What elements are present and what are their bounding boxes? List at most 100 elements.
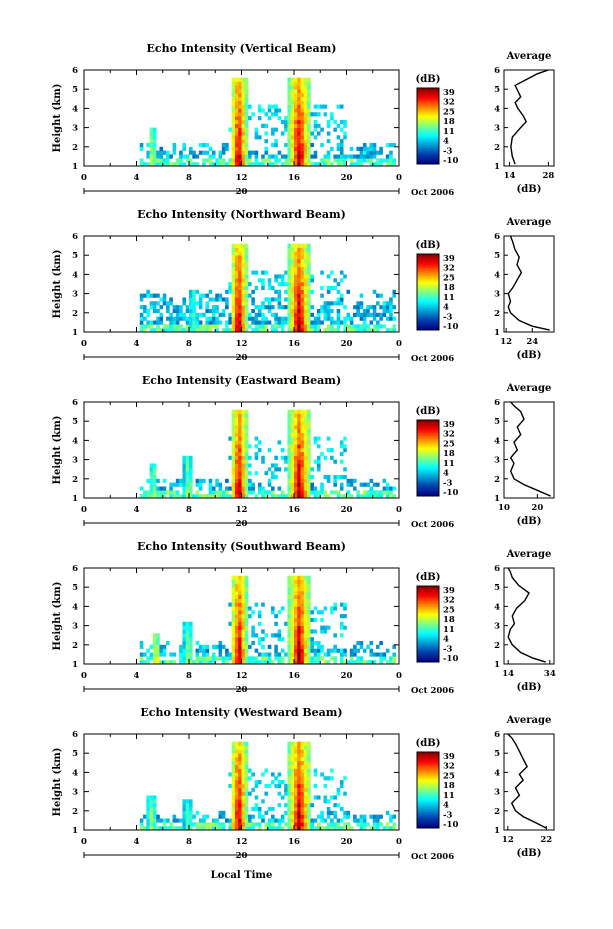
heatmap-cell <box>303 116 308 121</box>
heatmap-cell <box>330 301 334 306</box>
colorbar-tick-label: 32 <box>443 264 455 274</box>
heatmap-cell <box>234 617 239 623</box>
heatmap-cell <box>195 301 200 306</box>
heatmap-cell <box>215 162 219 167</box>
colorbar-step <box>417 814 439 817</box>
heatmap-cell <box>290 614 295 619</box>
heatmap-cell <box>234 652 239 657</box>
heatmap-cell <box>300 826 305 831</box>
colorbar-step <box>417 776 439 779</box>
heatmap-cell <box>372 494 377 499</box>
heatmap-cell <box>267 806 272 812</box>
x-axis-label: Local Time <box>211 870 273 881</box>
heatmap-cell <box>248 606 252 611</box>
heatmap-cell <box>244 274 249 279</box>
heatmap-cell <box>267 158 272 163</box>
heatmap-cell <box>231 594 236 600</box>
heatmap-cell <box>303 448 308 453</box>
heatmap-cell <box>149 146 154 151</box>
x-tick-label: 0 <box>396 339 402 349</box>
heatmap-cell <box>238 768 242 773</box>
colorbar-step <box>417 478 439 482</box>
heatmap-cell <box>382 301 387 306</box>
heatmap-cell <box>238 783 242 789</box>
heatmap-cell <box>267 490 272 495</box>
heatmap-cell <box>310 818 314 823</box>
heatmap-cell <box>241 625 246 630</box>
heatmap-cell <box>238 591 242 596</box>
heatmap-cell <box>231 293 236 298</box>
average-frame <box>503 69 555 167</box>
heatmap-cell <box>346 482 351 487</box>
heatmap-cell <box>300 617 305 623</box>
colorbar-step <box>417 629 439 632</box>
heatmap-cell <box>185 320 190 325</box>
heatmap-cell <box>139 142 144 148</box>
heatmap-cell <box>362 324 367 329</box>
heatmap-cell <box>339 474 344 480</box>
average-y-tick-label: 3 <box>494 124 500 134</box>
heatmap-cell <box>287 135 292 140</box>
heatmap-cell <box>225 656 229 661</box>
heatmap-cell <box>234 455 239 460</box>
heatmap-cell <box>290 764 295 769</box>
heatmap-cell <box>297 432 301 437</box>
heatmap-cell <box>244 783 249 789</box>
heatmap-cell <box>290 285 295 291</box>
heatmap-cell <box>287 757 292 762</box>
heatmap-cell <box>369 652 374 657</box>
heatmap-cell <box>382 308 387 314</box>
heatmap-cell <box>254 436 259 441</box>
heatmap-cell <box>225 648 229 653</box>
heatmap-cell <box>294 104 298 109</box>
heatmap-cell <box>369 648 374 653</box>
heatmap-cell <box>241 760 246 766</box>
heatmap-cell <box>234 425 239 430</box>
heatmap-cell <box>244 818 249 823</box>
colorbar <box>417 586 439 663</box>
heatmap-cell <box>290 308 295 314</box>
heatmap-cell <box>290 417 295 422</box>
heatmap-cell <box>287 320 292 325</box>
heatmap-cell <box>166 328 170 333</box>
heatmap-cell <box>166 162 170 167</box>
heatmap-cell <box>234 741 239 746</box>
heatmap-cell <box>152 486 157 491</box>
heatmap-cell <box>271 826 275 831</box>
heatmap-cell <box>248 490 252 495</box>
colorbar-step <box>417 307 439 310</box>
heatmap-cell <box>349 482 354 487</box>
colorbar-step <box>417 91 439 95</box>
heatmap-cell <box>323 606 328 611</box>
colorbar-step <box>417 774 439 778</box>
heatmap-cell <box>267 116 272 121</box>
heatmap-cell <box>297 100 301 105</box>
heatmap-cell <box>310 162 314 167</box>
heatmap-cell <box>254 154 259 159</box>
heatmap-cell <box>300 448 305 453</box>
heatmap-cell <box>277 656 282 661</box>
heatmap-cell <box>290 474 295 480</box>
heatmap-cell <box>284 142 288 148</box>
heatmap-cell <box>162 328 167 333</box>
heatmap-cell <box>385 810 390 815</box>
heatmap-cell <box>244 436 249 441</box>
heatmap-cell <box>300 142 305 148</box>
heatmap-cell <box>303 637 308 642</box>
heatmap-cell <box>152 803 157 808</box>
heatmap-cell <box>254 285 259 291</box>
heatmap-cell <box>241 417 246 422</box>
heatmap-cell <box>307 795 311 800</box>
heatmap-cell <box>294 305 298 310</box>
heatmap-cell <box>294 436 298 441</box>
colorbar-step <box>417 486 439 489</box>
heatmap-cell <box>389 660 393 665</box>
heatmap-cell <box>274 108 278 113</box>
heatmap-cell <box>313 324 318 329</box>
heatmap-cell <box>277 305 282 310</box>
heatmap-cell <box>300 436 305 441</box>
heatmap-cell <box>290 154 295 159</box>
heatmap-cell <box>376 822 380 827</box>
heatmap-cell <box>152 127 157 132</box>
heatmap-cell <box>189 486 193 491</box>
